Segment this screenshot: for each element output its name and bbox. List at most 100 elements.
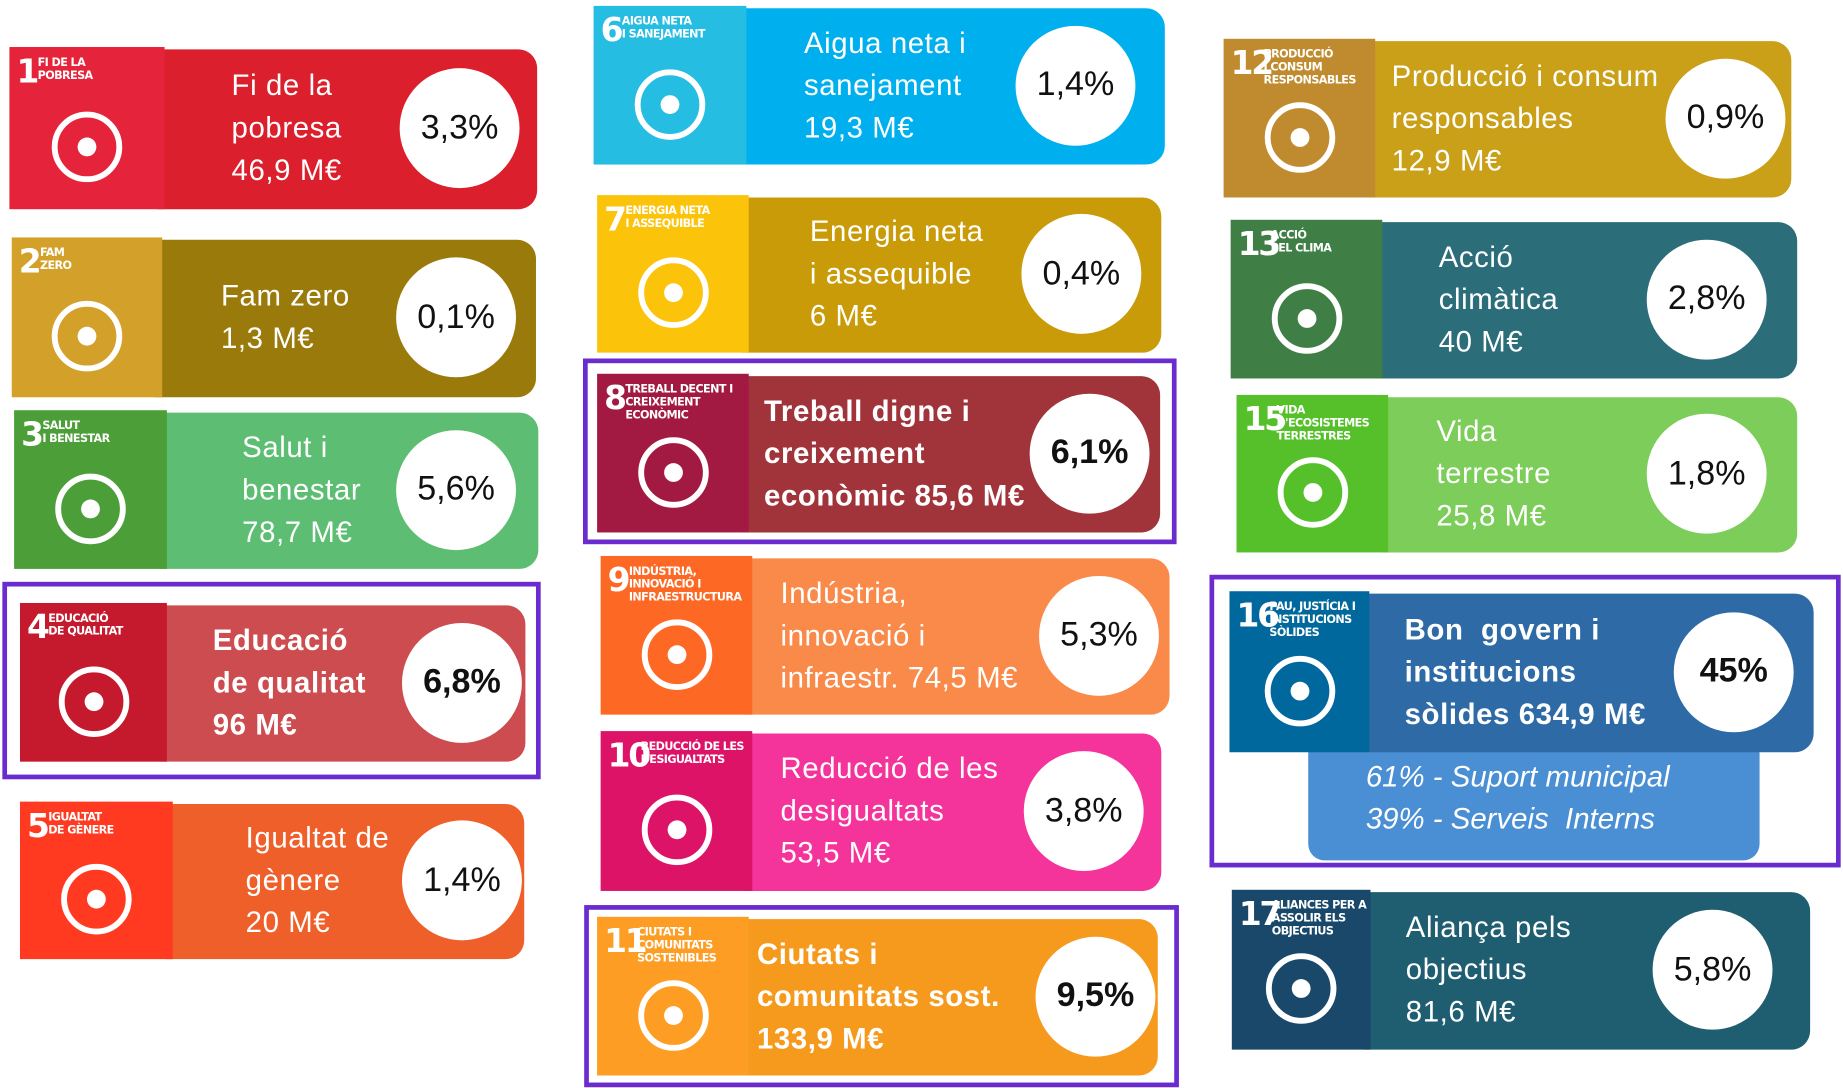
icon-label-line: TREBALL DECENT I [625, 383, 733, 397]
sdg-number: 4 [27, 607, 50, 647]
percent-circle: 5,3% [1039, 575, 1159, 696]
sdg-number: 17 [1238, 894, 1282, 934]
sdg-pictogram [1265, 953, 1337, 1024]
card-text-line: 40 M€ [1438, 324, 1524, 358]
card-text-line: Bon govern i [1404, 612, 1600, 646]
sdg-icon-label: IGUALTAT DE GÈNERE [48, 811, 114, 837]
sdg-number: 16 [1236, 595, 1280, 635]
icon-label-line: DESIGUALTATS [640, 753, 726, 767]
sdg-number: 15 [1243, 399, 1287, 439]
sdg-pictogram [58, 665, 129, 737]
icon-label-line: I SANEJAMENT [621, 28, 706, 42]
icon-label-line: VIDA [1276, 404, 1305, 418]
card-text-line: Aigua neta i [803, 26, 967, 60]
sdg-number: 11 [604, 921, 647, 961]
card-text-line: Acció [1438, 240, 1514, 274]
icon-label-line: INNOVACIÓ I [628, 578, 702, 592]
icon-label-line: ASSOLIR ELS [1271, 912, 1346, 926]
highlight-frame [1209, 574, 1841, 868]
sdg-icon: 12 PRODUCCIÓ I CONSUM RESPONSABLES [1223, 38, 1376, 198]
icon-label-line: ECONÒMIC [625, 409, 689, 422]
icon-label-line: OBJECTIUS [1271, 925, 1334, 938]
icon-label-line: I CONSUM [1263, 61, 1323, 75]
sdg-icon: 6 AIGUA NETA I SANEJAMENT [593, 5, 747, 165]
sdg-icon-label: REDUCCIÓ DE LES DESIGUALTATS [640, 741, 745, 767]
icon-label-line: IGUALTAT [48, 811, 102, 824]
icon-label-line: AIGUA NETA [621, 15, 692, 29]
icon-label-line: ALIANCES PER A [1271, 899, 1367, 913]
pictogram-dot [663, 462, 683, 482]
icon-label-line: RESPONSABLES [1263, 74, 1357, 87]
pictogram-dot [81, 498, 100, 518]
sdg-icon: 17 ALIANCES PER A ASSOLIR ELS OBJECTIUS [1231, 889, 1371, 1050]
card-text-line: Treball digne i [764, 394, 971, 428]
percent-circle: 6,8% [401, 622, 522, 743]
sdg-icon: 16 PAU, JUSTÍCIA I INSTITUCIONS SÒLIDES [1229, 591, 1370, 753]
percent-circle: 1,4% [1015, 25, 1136, 146]
sdg-icon-label: PRODUCCIÓ I CONSUM RESPONSABLES [1263, 48, 1357, 87]
sdg-pictogram [61, 863, 132, 935]
card-text-line: Salut i [242, 430, 328, 464]
sdg-pictogram [1264, 101, 1335, 173]
sdg-icon-label: CIUTATS I COMUNITATS SOSTENIBLES [637, 926, 717, 965]
card-text-line: 78,7 M€ [242, 515, 353, 549]
card-text-line: gènere [245, 863, 341, 897]
card-text-line: Indústria, [780, 576, 908, 610]
pictogram-dot [663, 1005, 683, 1025]
icon-label-line: FI DE LA [37, 56, 86, 70]
icon-label-line: INFRAESTRUCTURA [628, 591, 742, 605]
sdg-pictogram [641, 618, 712, 690]
sdg-icon: 3 SALUT I BENESTAR [14, 410, 167, 569]
note-line: 39% - Serveis Interns [1365, 802, 1655, 836]
sdg-pictogram [1277, 457, 1348, 528]
note-line: 61% - Suport municipal [1365, 760, 1670, 794]
sdg-icon-label: FAM ZERO [40, 247, 72, 273]
pictogram-dot [77, 326, 97, 346]
pictogram-dot [667, 644, 686, 664]
card-text-line: 19,3 M€ [803, 111, 915, 144]
card-text-line: creixement [764, 436, 926, 470]
card-text-line: sanejament [803, 68, 962, 102]
card-text-line: climàtica [1438, 282, 1559, 316]
sdg-icon: 11 CIUTATS I COMUNITATS SOSTENIBLES [597, 916, 749, 1076]
icon-label-line: PEL CLIMA [1270, 242, 1332, 256]
sdg-icon: 4 EDUCACIÓ DE QUALITAT [19, 602, 167, 762]
sdg-icon-label: FI DE LA POBRESA [37, 56, 94, 83]
card-text-line: benestar [242, 473, 362, 507]
percent-circle: 5,6% [396, 429, 517, 550]
sdg-number: 7 [604, 199, 627, 239]
card-text-line: Fam zero [220, 279, 350, 313]
sdg-icon: 10 REDUCCIÓ DE LES DESIGUALTATS [600, 731, 753, 891]
card-text-line: 20 M€ [245, 906, 331, 940]
sdg-icon: 5 IGUALTAT DE GÈNERE [19, 801, 173, 960]
icon-label-line: ENERGIA NETA [625, 204, 710, 218]
sdg-number: 12 [1230, 43, 1274, 83]
pictogram-dot [1302, 483, 1322, 502]
sdg-number: 5 [27, 806, 50, 846]
card-text-line: Igualtat de [245, 821, 390, 855]
card-text-line: 1,3 M€ [220, 322, 315, 355]
card-text-line: 6 M€ [809, 299, 878, 333]
icon-label-line: DE QUALITAT [48, 625, 123, 639]
card-text-line: Producció i consum [1391, 59, 1659, 93]
sdg-pictogram [641, 794, 712, 866]
pictogram-dot [667, 820, 686, 840]
icon-label-line: PRODUCCIÓ [1263, 48, 1334, 62]
icon-label-line: POBRESA [37, 69, 94, 83]
sdg-number: 1 [16, 51, 39, 91]
icon-label-line: TERRESTRES [1276, 430, 1351, 444]
pictogram-dot [660, 94, 680, 114]
pictogram-dot [1290, 127, 1309, 147]
sdg-pictogram [637, 257, 709, 328]
sdg-icon-label: ACCIÓ PEL CLIMA [1271, 229, 1332, 255]
percent-circle: 3,3% [399, 68, 520, 189]
sdg-icon: 7 ENERGIA NETA I ASSEQUIBLE [597, 195, 749, 353]
sdg-icon-label: TREBALL DECENT I CREIXEMENT ECONÒMIC [625, 383, 733, 422]
pictogram-dot [84, 691, 103, 711]
card-text-line: infraestr. 74,5 M€ [780, 661, 1019, 695]
highlight-frame [2, 581, 541, 780]
sdg-pictogram [637, 979, 709, 1051]
sdg-icon: 1 FI DE LA POBRESA [9, 47, 165, 210]
